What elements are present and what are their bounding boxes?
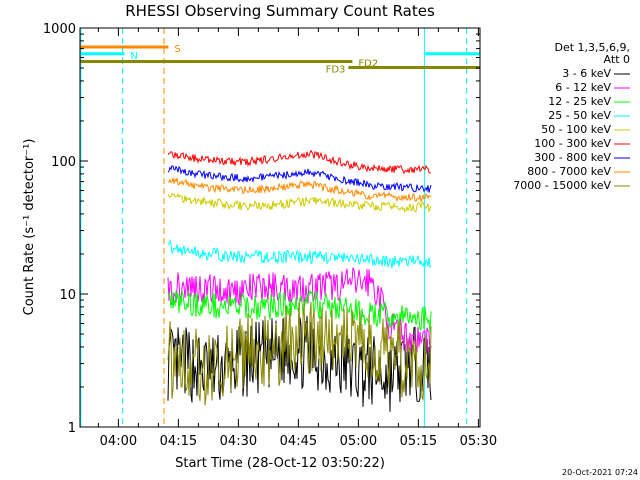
legend-label: 6 - 12 keV xyxy=(555,81,611,94)
series-lines xyxy=(167,149,432,412)
timestamp: 20-Oct-2021 07:24 xyxy=(562,468,638,477)
x-tick-label: 05:15 xyxy=(400,434,437,449)
x-tick-label: 05:00 xyxy=(340,434,377,449)
series-line xyxy=(167,165,432,193)
legend-title-line-1: Det 1,3,5,6,9, xyxy=(554,41,630,54)
x-tick-label: 04:00 xyxy=(100,434,137,449)
legend-label: 50 - 100 keV xyxy=(541,123,611,136)
flag-label: N xyxy=(130,51,137,62)
y-axis-label: Count Rate (s⁻¹ detector⁻¹) xyxy=(22,139,37,316)
series-line xyxy=(167,177,432,203)
y-tick-label: 100 xyxy=(51,155,76,170)
axes: 04:00 04:15 04:30 04:45 05:00 05:15 05:30 1 10 10… xyxy=(43,22,497,449)
x-tick-label: 04:15 xyxy=(160,434,197,449)
x-tick-label: 04:45 xyxy=(280,434,317,449)
y-tick-label: 1 xyxy=(68,421,76,436)
series-line xyxy=(167,301,432,406)
legend-label: 100 - 300 keV xyxy=(534,137,611,150)
flag-label: FD2 xyxy=(358,58,378,69)
legend-title-line-2: Att 0 xyxy=(604,53,630,66)
legend-label: 300 - 800 keV xyxy=(534,151,611,164)
x-tick-label: 05:30 xyxy=(460,434,497,449)
plot-frame xyxy=(79,27,481,428)
legend-label: 25 - 50 keV xyxy=(548,109,611,122)
y-tick-label: 1000 xyxy=(43,22,76,37)
series-line xyxy=(167,238,432,269)
x-axis-label: Start Time (28-Oct-12 03:50:22) xyxy=(175,456,385,471)
x-tick-label: 04:30 xyxy=(220,434,257,449)
series-line xyxy=(167,192,432,213)
legend-label: 7000 - 15000 keV xyxy=(513,179,611,192)
y-tick-label: 10 xyxy=(59,288,76,303)
flag-bars: S N FD2 FD3 xyxy=(80,44,480,75)
legend-label: 800 - 7000 keV xyxy=(527,165,611,178)
flag-label: S xyxy=(174,44,180,55)
flag-label: FD3 xyxy=(326,64,346,75)
series-line xyxy=(167,149,431,175)
chart-title: RHESSI Observing Summary Count Rates xyxy=(125,2,435,20)
legend-label: 3 - 6 keV xyxy=(562,67,611,80)
vertical-markers xyxy=(80,28,467,427)
legend-label: 12 - 25 keV xyxy=(548,95,611,108)
